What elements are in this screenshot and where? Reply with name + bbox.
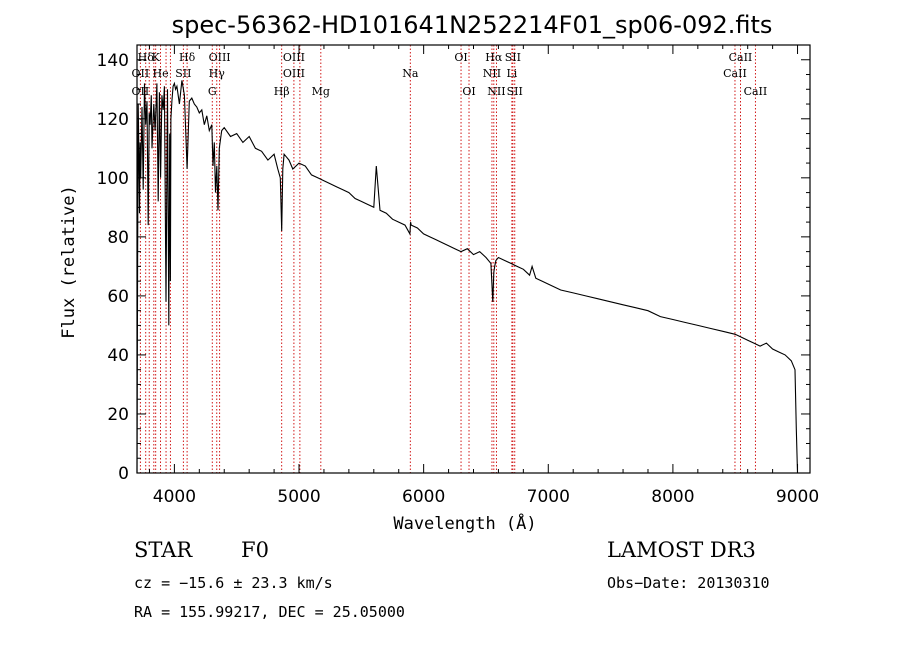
line-marker-label: NII (487, 85, 505, 98)
line-marker-label: CaII (723, 67, 747, 80)
line-marker-label: Na (402, 67, 419, 80)
y-tick-label: 120 (97, 110, 129, 130)
line-marker-label: OI (454, 51, 467, 64)
y-tick-label: 80 (107, 228, 129, 248)
y-tick-label: 100 (97, 169, 129, 189)
y-tick-label: 60 (107, 287, 129, 307)
line-marker-label: SII (175, 67, 191, 80)
survey-name: LAMOST DR3 (607, 538, 756, 562)
line-marker-label: SII (505, 51, 521, 64)
line-marker-label: NII (483, 67, 501, 80)
x-tick-label: 7000 (527, 487, 570, 507)
line-marker-label: SII (507, 85, 523, 98)
line-marker-label: Hγ (209, 67, 226, 80)
redshift-velocity: cz = −15.6 ± 23.3 km/s (134, 574, 333, 592)
line-marker-label: Hδ (138, 51, 155, 64)
line-marker-label: OII (132, 67, 150, 80)
line-markers (139, 45, 756, 473)
line-marker-label: Hδ (179, 51, 196, 64)
ra-dec-coordinates: RA = 155.99217, DEC = 25.05000 (134, 603, 405, 621)
y-tick-label: 40 (107, 346, 129, 366)
line-marker-label: OIII (283, 51, 305, 64)
y-tick-label: 140 (97, 51, 129, 71)
line-marker-label: OI (462, 85, 475, 98)
object-subclass: F0 (241, 538, 269, 562)
x-tick-label: 8000 (651, 487, 694, 507)
x-axis: 4000 5000 6000 7000 8000 9000 (148, 45, 819, 507)
plot-frame (136, 44, 811, 474)
x-tick-label: 4000 (153, 487, 196, 507)
line-marker-label: He (153, 67, 169, 80)
line-marker-label: OIII (209, 51, 231, 64)
line-marker-label: OII (132, 85, 150, 98)
line-marker-label: OIII (283, 67, 305, 80)
line-marker-label: Hα (485, 51, 503, 64)
line-marker-label: CaII (744, 85, 768, 98)
chart-title: spec-56362-HD101641N252214F01_sp06-092.f… (172, 11, 773, 39)
line-marker-label: G (208, 85, 217, 98)
y-axis-label: Flux (relative) (59, 185, 79, 339)
x-axis-label: Wavelength (Å) (393, 512, 536, 534)
x-tick-label: 9000 (776, 487, 819, 507)
x-tick-label: 5000 (277, 487, 320, 507)
line-marker-label: CaII (729, 51, 753, 64)
object-class: STAR (134, 538, 193, 562)
spectrum-series-line (136, 80, 799, 474)
line-marker-label: Hβ (274, 85, 290, 98)
y-tick-label: 0 (118, 464, 129, 484)
x-tick-label: 6000 (402, 487, 445, 507)
line-marker-label: Mg (312, 85, 330, 98)
line-marker-label: Li (506, 67, 517, 80)
line-marker-label: K (152, 51, 161, 64)
y-axis: 0 20 40 60 80 100 120 140 (97, 51, 810, 484)
observation-date: Obs−Date: 20130310 (607, 574, 770, 592)
y-tick-label: 20 (107, 405, 129, 425)
